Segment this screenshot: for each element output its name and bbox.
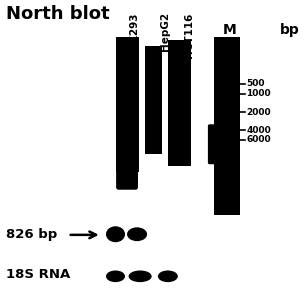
FancyBboxPatch shape bbox=[116, 166, 138, 190]
Text: 4000: 4000 bbox=[246, 126, 271, 135]
Text: bp: bp bbox=[280, 23, 300, 37]
Ellipse shape bbox=[129, 270, 152, 282]
Text: HCT116: HCT116 bbox=[184, 12, 194, 58]
Text: 1000: 1000 bbox=[246, 89, 271, 98]
Bar bbox=[116, 37, 139, 172]
Text: HEK293: HEK293 bbox=[129, 12, 139, 58]
Text: North blot: North blot bbox=[6, 5, 110, 23]
Text: 2000: 2000 bbox=[246, 107, 271, 117]
Ellipse shape bbox=[127, 227, 147, 241]
Text: 826 bp: 826 bp bbox=[6, 228, 57, 241]
Text: 500: 500 bbox=[246, 79, 265, 88]
Bar bbox=[168, 40, 191, 166]
Text: 18S RNA: 18S RNA bbox=[6, 268, 71, 281]
Text: M: M bbox=[223, 23, 236, 37]
Ellipse shape bbox=[158, 270, 178, 282]
Bar bbox=[145, 46, 162, 154]
Text: 6000: 6000 bbox=[246, 135, 271, 144]
Ellipse shape bbox=[106, 226, 125, 242]
FancyBboxPatch shape bbox=[208, 124, 219, 164]
Text: HepG2: HepG2 bbox=[160, 12, 170, 51]
Bar bbox=[214, 37, 240, 215]
Ellipse shape bbox=[106, 270, 125, 282]
